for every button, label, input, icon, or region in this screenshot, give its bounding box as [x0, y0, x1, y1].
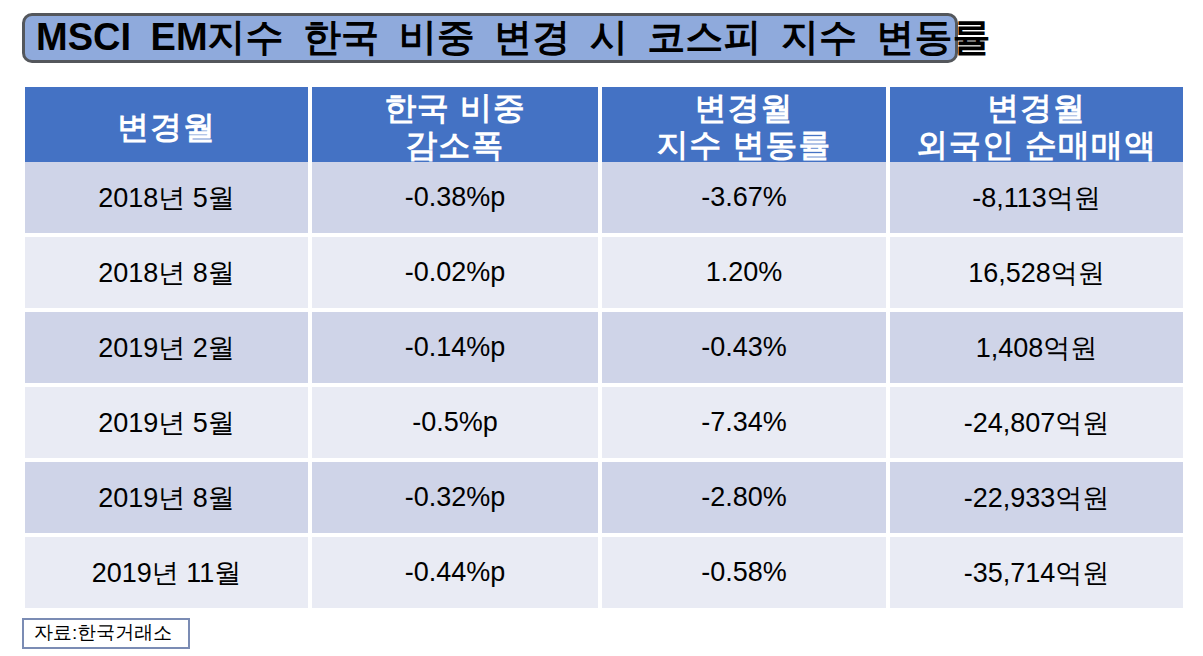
table-cell-r2-c0: 2019년 2월 [25, 312, 308, 383]
column-header-1: 한국 비중 감소폭 [312, 87, 598, 167]
table-cell-r0-c1: -0.38%p [312, 162, 598, 233]
table-cell-r5-c0: 2019년 11월 [25, 537, 308, 608]
table-cell-r3-c1: -0.5%p [312, 387, 598, 458]
column-header-2: 변경월 지수 변동률 [602, 87, 886, 167]
page-title: MSCI EM지수 한국 비중 변경 시 코스피 지수 변동률 [36, 12, 990, 63]
table-cell-r2-c3: 1,408억원 [890, 312, 1183, 383]
source-note: 자료:한국거래소 [34, 620, 172, 646]
table-cell-r0-c3: -8,113억원 [890, 162, 1183, 233]
table-cell-r3-c2: -7.34% [602, 387, 886, 458]
table-cell-r3-c3: -24,807억원 [890, 387, 1183, 458]
table-cell-r4-c0: 2019년 8월 [25, 462, 308, 533]
table-cell-r5-c2: -0.58% [602, 537, 886, 608]
table-cell-r1-c2: 1.20% [602, 237, 886, 308]
table-cell-r1-c1: -0.02%p [312, 237, 598, 308]
source-note-box: 자료:한국거래소 [22, 618, 190, 649]
table-cell-r2-c1: -0.14%p [312, 312, 598, 383]
table-cell-r1-c3: 16,528억원 [890, 237, 1183, 308]
table-cell-r0-c2: -3.67% [602, 162, 886, 233]
table-cell-r0-c0: 2018년 5월 [25, 162, 308, 233]
table-cell-r4-c2: -2.80% [602, 462, 886, 533]
table-cell-r4-c1: -0.32%p [312, 462, 598, 533]
column-header-3: 변경월 외국인 순매매액 [890, 87, 1183, 167]
table-cell-r5-c1: -0.44%p [312, 537, 598, 608]
slide-title-bar: MSCI EM지수 한국 비중 변경 시 코스피 지수 변동률 [22, 13, 958, 63]
table-cell-r3-c0: 2019년 5월 [25, 387, 308, 458]
table-cell-r1-c0: 2018년 8월 [25, 237, 308, 308]
table-cell-r2-c2: -0.43% [602, 312, 886, 383]
table-cell-r4-c3: -22,933억원 [890, 462, 1183, 533]
table-cell-r5-c3: -35,714억원 [890, 537, 1183, 608]
column-header-0: 변경월 [25, 87, 308, 167]
kospi-change-table: 변경월한국 비중 감소폭변경월 지수 변동률변경월 외국인 순매매액 2018년 … [25, 87, 1183, 608]
